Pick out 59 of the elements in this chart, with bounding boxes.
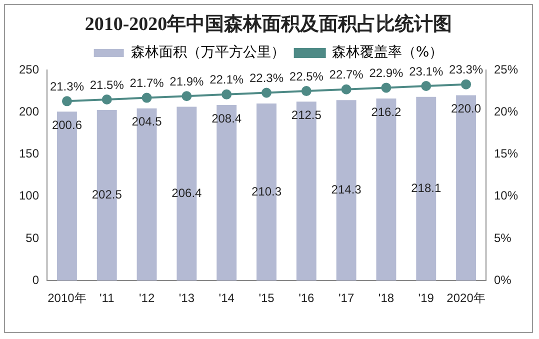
data-label: 206.4	[172, 186, 202, 200]
legend-label: 森林面积（万平方公里）	[130, 44, 285, 61]
data-label: 22.9%	[369, 66, 404, 80]
chart-title: 2010-2020年中国森林面积及面积占比统计图	[84, 12, 454, 37]
point	[381, 82, 392, 93]
data-label: 23.1%	[409, 64, 444, 78]
x-tick-label: '12	[138, 291, 155, 306]
data-label: 21.3%	[50, 79, 84, 94]
x-tick-label: '17	[338, 291, 354, 306]
x-tick-label: '18	[378, 291, 394, 306]
y2-tick-label: 0%	[494, 272, 512, 287]
x-tick-label: 2010年	[48, 291, 86, 306]
y-tick-label: 0	[32, 272, 40, 287]
data-label: 22.7%	[329, 68, 364, 82]
x-tick-label: '11	[100, 291, 115, 306]
x-tick-label: '16	[298, 291, 315, 306]
data-label: 218.1	[411, 181, 442, 196]
point	[62, 96, 72, 106]
y-tick-label: 200	[18, 104, 40, 118]
x-tick-label: '13	[178, 291, 195, 306]
point	[262, 88, 272, 98]
point	[182, 91, 192, 102]
data-label: 214.3	[331, 182, 362, 197]
data-label: 220.0	[451, 102, 482, 116]
y-tick-label: 50	[26, 230, 40, 245]
x-tick-label: '15	[258, 291, 275, 306]
point	[461, 79, 472, 90]
y-tick-label: 150	[18, 146, 40, 161]
data-label: 21.9%	[170, 74, 204, 88]
y2-tick-label: 15%	[494, 146, 518, 161]
data-label: 202.5	[92, 188, 122, 202]
data-label: 23.3%	[449, 62, 484, 77]
data-label: 22.3%	[249, 71, 284, 86]
data-label: 208.4	[212, 111, 242, 126]
data-label: 200.6	[52, 118, 82, 132]
y2-tick-label: 10%	[494, 188, 518, 203]
y-tick-label: 250	[18, 62, 40, 76]
y-tick-label: 100	[18, 188, 40, 203]
data-label: 21.5%	[90, 78, 124, 92]
point	[421, 81, 432, 92]
data-label: 21.7%	[130, 76, 164, 90]
y2-tick-label: 5%	[494, 230, 512, 245]
x-tick-label: '19	[418, 291, 434, 306]
point	[102, 94, 112, 104]
x-tick-label: '14	[218, 291, 235, 306]
point	[222, 89, 232, 100]
data-label: 210.3	[251, 184, 282, 198]
y2-tick-label: 25%	[494, 62, 518, 76]
point	[142, 92, 152, 103]
point	[301, 86, 312, 96]
data-label: 212.5	[291, 108, 322, 122]
y2-tick-label: 20%	[494, 104, 518, 118]
data-label: 204.5	[132, 114, 162, 129]
data-label: 216.2	[371, 104, 402, 119]
data-label: 22.5%	[289, 69, 324, 84]
x-tick-label: 2020年	[446, 291, 486, 306]
data-label: 22.1%	[210, 72, 244, 87]
legend-label: 森林覆盖率（%）	[332, 44, 444, 61]
point	[341, 84, 352, 94]
